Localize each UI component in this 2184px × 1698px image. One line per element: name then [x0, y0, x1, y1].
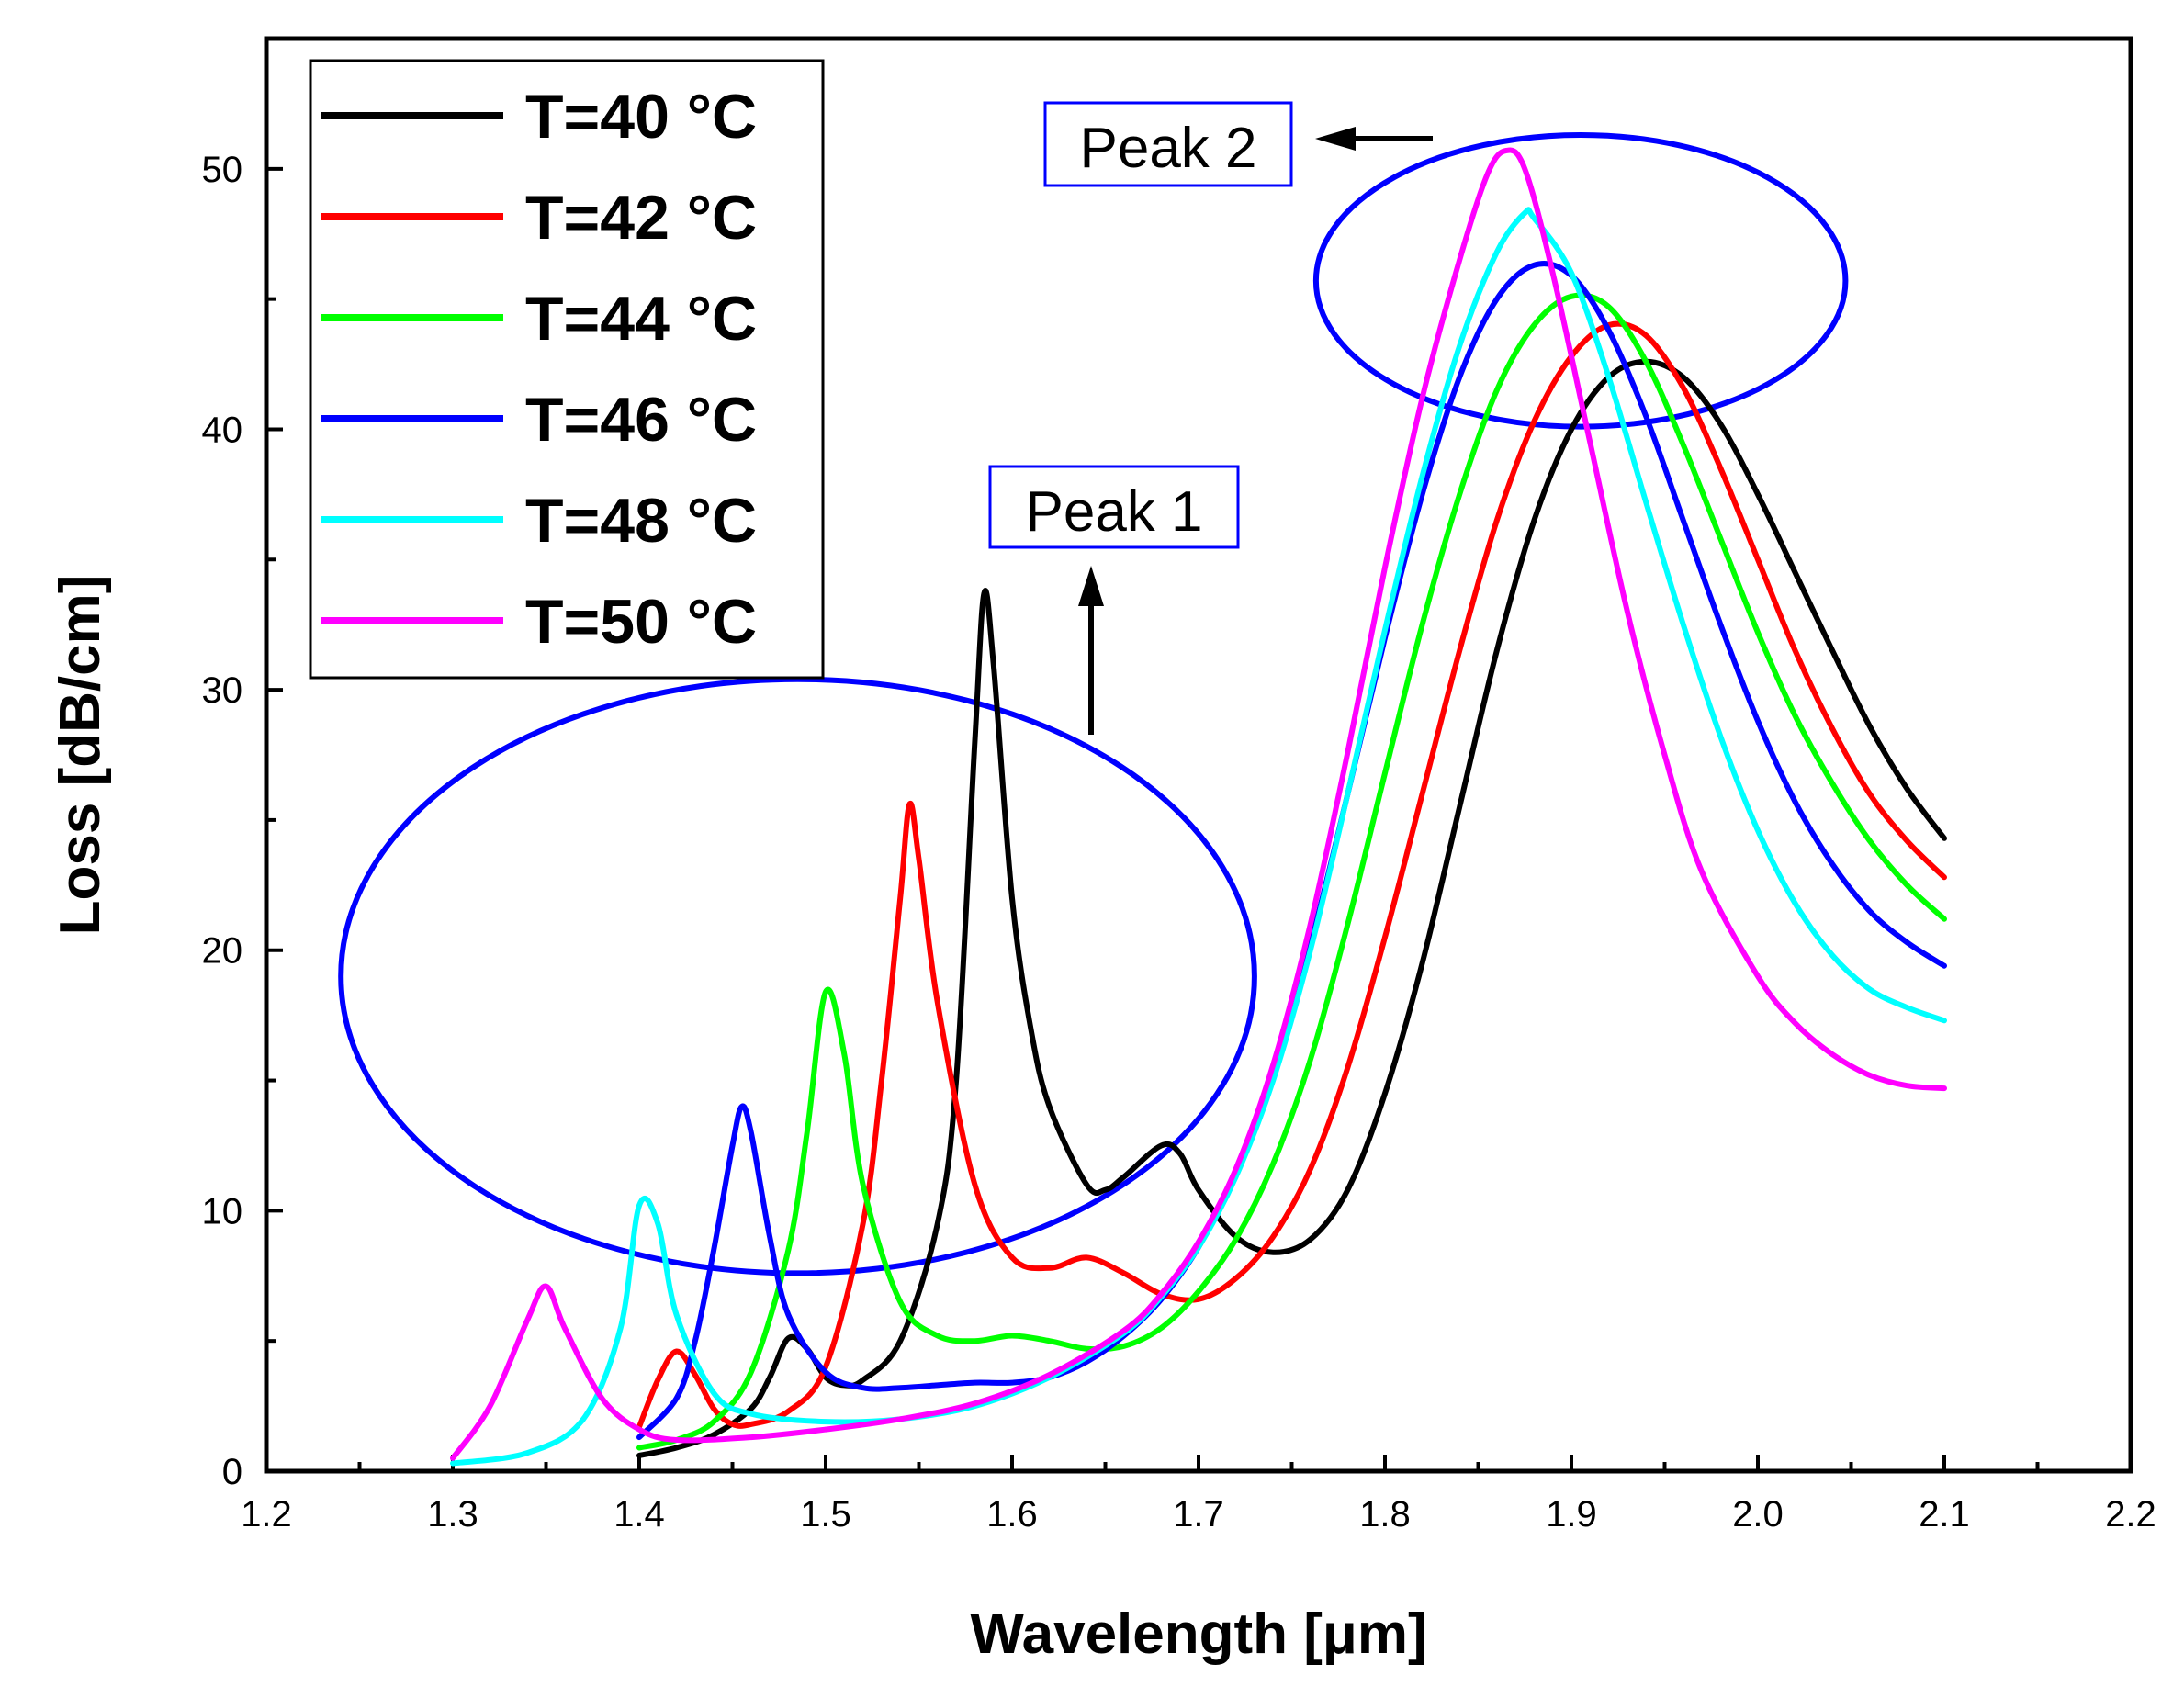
series-line-1 [636, 320, 1947, 1430]
series-line-2 [636, 292, 1947, 1451]
peak-1-annotation: Peak 1 [988, 465, 1240, 735]
legend-label-0: T=40 °C [525, 82, 757, 152]
legend: T=40 °C T=42 °C T=44 °C T=46 °C T=48 °C T=50 … [309, 59, 825, 680]
x-tick-label: 2.0 [1732, 1494, 1784, 1535]
y-tick-label: 30 [202, 670, 243, 711]
peak-1-label-box [988, 465, 1240, 549]
y-tick-label: 20 [202, 931, 243, 972]
x-tick-label: 1.3 [427, 1494, 478, 1535]
axis-ticks [265, 166, 2133, 1473]
peak-2-arrowhead [1315, 127, 1356, 151]
x-tick-label: 1.9 [1546, 1494, 1597, 1535]
peak-2-ellipse [1312, 131, 1849, 430]
y-tick-labels: 0 10 20 30 40 50 [202, 150, 243, 1492]
y-tick-label: 40 [202, 410, 243, 450]
peak-2-label-box [1043, 101, 1293, 187]
x-tick-label: 2.1 [1919, 1494, 1970, 1535]
highlight-ellipses [338, 131, 1849, 1276]
y-tick-label: 10 [202, 1191, 243, 1231]
peak-1-ellipse [338, 676, 1257, 1276]
y-tick-label: 50 [202, 150, 243, 190]
legend-label-4: T=48 °C [525, 486, 757, 556]
legend-label-2: T=44 °C [525, 284, 757, 354]
legend-label-3: T=46 °C [525, 385, 757, 455]
peak-2-annotation: Peak 2 [1043, 101, 1433, 187]
x-tick-label: 1.7 [1173, 1494, 1224, 1535]
peak-1-label: Peak 1 [1025, 480, 1202, 544]
x-axis-title: Wavelength [μm] [970, 1602, 1426, 1666]
series-line-4 [450, 207, 1947, 1467]
y-axis-title: Loss [dB/cm] [49, 575, 112, 936]
x-tick-labels: 1.2 1.3 1.4 1.5 1.6 1.7 1.8 1.9 2.0 2.1 2.2 [241, 1494, 2156, 1535]
x-tick-label: 1.2 [241, 1494, 292, 1535]
x-tick-label: 1.6 [986, 1494, 1038, 1535]
peak-1-arrowhead [1078, 566, 1104, 606]
x-tick-label: 1.8 [1359, 1494, 1411, 1535]
x-tick-label: 2.2 [2105, 1494, 2156, 1535]
legend-box [309, 59, 825, 680]
series-line-0 [636, 358, 1947, 1458]
y-tick-label: 0 [222, 1452, 242, 1492]
x-tick-label: 1.5 [800, 1494, 851, 1535]
legend-label-1: T=42 °C [525, 183, 757, 253]
series-line-5 [450, 147, 1947, 1461]
legend-label-5: T=50 °C [525, 587, 757, 657]
peak-2-label: Peak 2 [1079, 117, 1256, 180]
x-tick-label: 1.4 [614, 1494, 665, 1535]
series-line-3 [636, 261, 1947, 1441]
data-series [450, 147, 1947, 1467]
